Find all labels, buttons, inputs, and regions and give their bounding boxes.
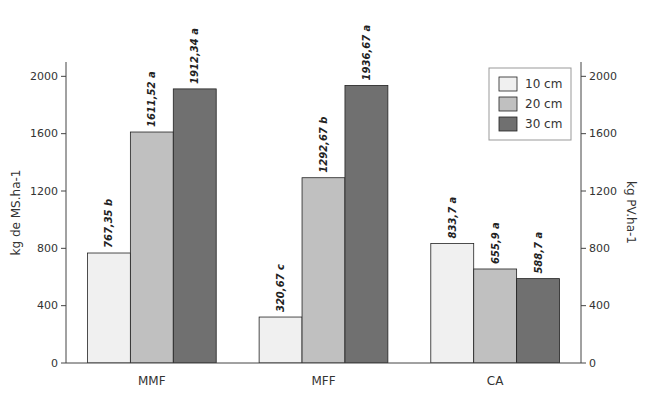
legend-swatch [499, 97, 517, 111]
y-tick-label: 800 [37, 242, 58, 255]
y-tick-label: 0 [51, 357, 58, 370]
y2-tick [581, 305, 586, 306]
chart: 767,35 b 320,67 c 833,7 a 1611,52 a 1292,67 … [0, 0, 647, 399]
legend-label: 10 cm [525, 77, 562, 91]
bar [130, 132, 173, 363]
y2-tick-label: 1200 [589, 185, 617, 198]
y2-tick-label: 400 [589, 299, 610, 312]
bar [173, 89, 216, 363]
y-tick [61, 191, 66, 192]
bar [517, 279, 560, 363]
legend: 10 cm 20 cm 30 cm [489, 68, 571, 140]
legend-label: 20 cm [525, 97, 562, 111]
data-label: 767,35 b [103, 199, 114, 248]
y-tick [61, 305, 66, 306]
y-tick-label: 1200 [30, 185, 58, 198]
y-tick [61, 76, 66, 77]
y-tick [61, 363, 66, 364]
data-labels: 767,35 b 320,67 c 833,7 a 1611,52 a 1292,67 … [103, 24, 543, 312]
x-tick-label: MFF [311, 374, 335, 388]
y2-tick-label: 0 [589, 357, 596, 370]
y2-axis-label: kg PV.ha-1 [624, 181, 638, 244]
y2-tick [581, 363, 586, 364]
y-axis-line [66, 62, 67, 363]
legend-frame [489, 68, 571, 140]
legend-swatch [499, 77, 517, 91]
legend-label: 30 cm [525, 117, 562, 131]
bar [87, 253, 130, 363]
y2-tick [581, 248, 586, 249]
y2-tick-label: 800 [589, 242, 610, 255]
data-label: 1611,52 a [146, 71, 157, 127]
data-label: 1292,67 b [318, 117, 329, 173]
y2-tick-label: 2000 [589, 70, 617, 83]
bar [302, 178, 345, 363]
y2-tick [581, 76, 586, 77]
data-label: 1936,67 a [361, 24, 372, 80]
y2-axis-line [581, 62, 582, 363]
y2-tick-label: 1600 [589, 127, 617, 140]
y-tick [61, 248, 66, 249]
bar [259, 317, 302, 363]
bar [345, 85, 388, 363]
y2-tick [581, 133, 586, 134]
x-tick-label: MMF [138, 374, 166, 388]
y-tick-label: 400 [37, 299, 58, 312]
y-tick-label: 2000 [30, 70, 58, 83]
bar [431, 244, 474, 363]
data-label: 588,7 a [533, 232, 544, 274]
bar [474, 269, 517, 363]
y2-tick [581, 191, 586, 192]
y-tick-label: 1600 [30, 127, 58, 140]
data-label: 1912,34 a [189, 28, 200, 84]
data-label: 320,67 c [275, 264, 286, 312]
y-tick [61, 133, 66, 134]
legend-swatch [499, 117, 517, 131]
data-label: 833,7 a [447, 196, 458, 238]
x-axis-line [66, 363, 581, 364]
data-label: 655,9 a [490, 222, 501, 264]
y-axis-label: kg de MS.ha-1 [9, 170, 23, 256]
x-tick-label: CA [487, 374, 504, 388]
